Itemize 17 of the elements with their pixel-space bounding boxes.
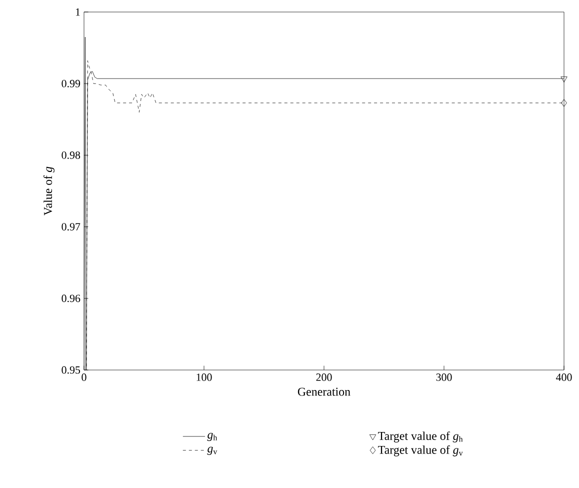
x-tick-label: 200 [316,374,332,381]
legend-label: g$_{v}$ [207,446,218,455]
y-tick-label: 0.97 [62,223,80,231]
x-tick-label: 0 [82,374,86,381]
legend-label: Target value of g$_{h}$ [378,431,463,442]
x-tick-label: 300 [436,374,452,381]
y-tick-label: 0.99 [62,80,80,88]
x-tick-label: 400 [556,374,572,381]
y-tick-label: 0.95 [62,366,80,374]
y-tick-label: 0.96 [62,294,80,302]
legend-label: g$_{h}$ [207,432,218,442]
y-axis-title: Value of g [43,166,54,216]
x-axis-title: Generation [298,388,350,396]
legend-label: Target value of g$_{v}$ [378,445,463,456]
y-tick-label: 0.98 [62,151,80,159]
y-tick-label: 1 [76,8,80,16]
x-tick-label: 100 [196,374,212,381]
